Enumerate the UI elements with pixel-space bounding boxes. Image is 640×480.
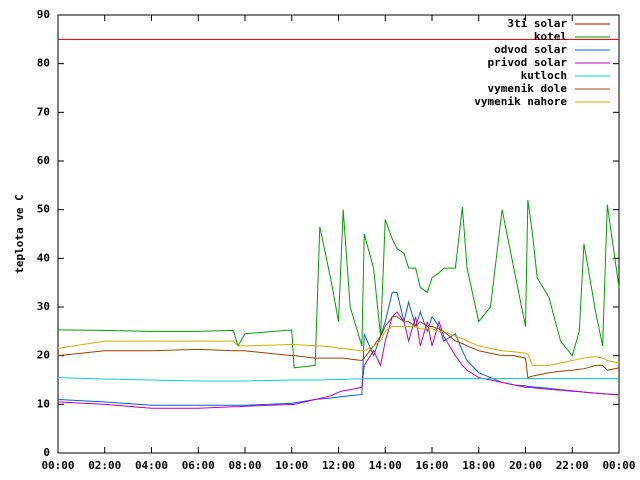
- y-tick-label: 40: [37, 251, 50, 264]
- y-tick-label: 50: [37, 203, 50, 216]
- series-line: [57, 316, 620, 379]
- x-tick-label: 00:00: [41, 459, 74, 472]
- x-tick-label: 12:00: [322, 459, 355, 472]
- x-tick-label: 06:00: [182, 459, 215, 472]
- x-tick-label: 08:00: [228, 459, 261, 472]
- y-axis-label: teplota ve C: [13, 194, 26, 273]
- legend-label: vymenik nahore: [474, 95, 567, 108]
- y-tick-label: 60: [37, 154, 50, 167]
- series-line: [57, 199, 620, 369]
- y-tick-label: 90: [37, 8, 50, 21]
- y-tick-label: 10: [37, 397, 50, 410]
- x-tick-label: 18:00: [462, 459, 495, 472]
- x-tick-label: 02:00: [88, 459, 121, 472]
- y-tick-label: 0: [43, 446, 50, 459]
- series-line: [57, 377, 619, 382]
- x-tick-label: 10:00: [275, 459, 308, 472]
- series-line: [57, 291, 620, 406]
- y-tick-label: 30: [37, 300, 50, 313]
- x-tick-label: 22:00: [556, 459, 589, 472]
- legend-label: odvod solar: [494, 43, 567, 56]
- x-tick-label: 16:00: [415, 459, 448, 472]
- series-line: [57, 311, 620, 409]
- y-tick-label: 80: [37, 57, 50, 70]
- legend-label: privod solar: [488, 56, 568, 69]
- x-tick-label: 14:00: [369, 459, 402, 472]
- legend-label: kotel: [534, 30, 567, 43]
- y-tick-label: 20: [37, 349, 50, 362]
- x-tick-label: 20:00: [509, 459, 542, 472]
- y-tick-label: 70: [37, 105, 50, 118]
- legend-label: vymenik dole: [488, 82, 568, 95]
- legend-label: 3ti solar: [507, 17, 567, 30]
- x-tick-label: 00:00: [602, 459, 635, 472]
- series-line: [57, 325, 620, 366]
- legend-label: kutloch: [521, 69, 567, 82]
- x-tick-label: 04:00: [135, 459, 168, 472]
